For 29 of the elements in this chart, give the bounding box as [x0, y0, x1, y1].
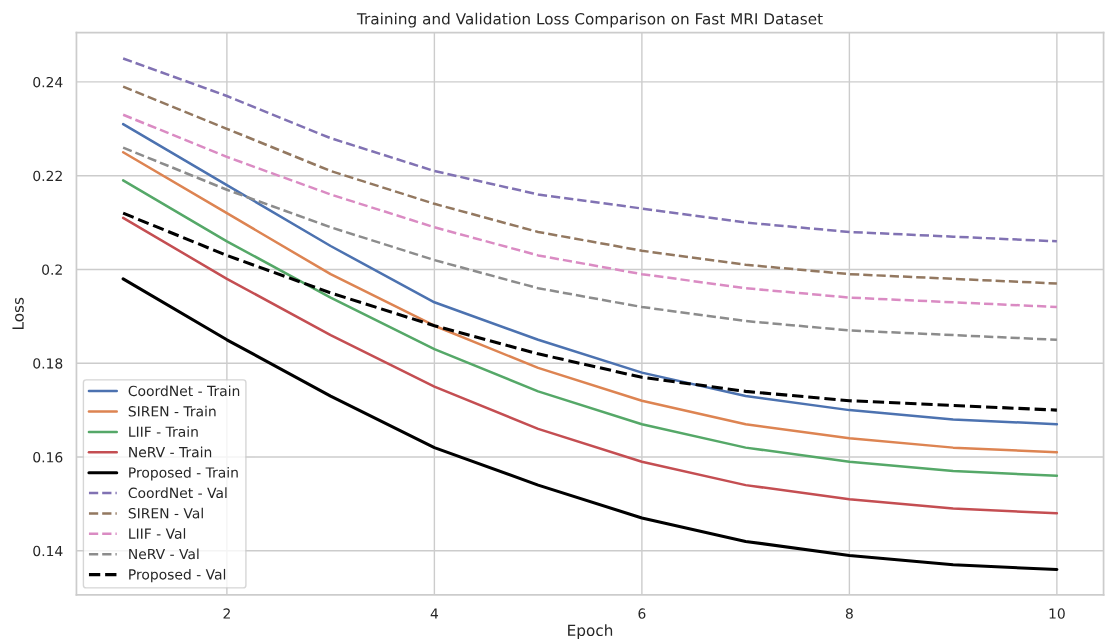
- legend-label: SIREN - Val: [128, 507, 203, 519]
- chart-title: Training and Validation Loss Comparison on Fast MRI Dataset: [356, 12, 823, 28]
- line-series: [121, 146, 1059, 342]
- x-tick-label: 6: [638, 608, 646, 619]
- line-series: [121, 122, 1059, 426]
- line-series: [121, 57, 1059, 243]
- y-tick-label: 0.24: [33, 76, 63, 88]
- x-tick-label: 10: [1049, 608, 1065, 619]
- legend-label: CoordNet - Val: [128, 487, 227, 499]
- y-tick-label: 0.16: [33, 451, 63, 463]
- y-tick-label: 0.2: [42, 264, 62, 275]
- legend-label: Proposed - Val: [129, 568, 226, 583]
- line-series: [121, 85, 1059, 285]
- x-axis-title: Epoch: [568, 624, 613, 640]
- y-tick-label: 0.22: [33, 170, 62, 182]
- x-tick-label: 4: [430, 608, 439, 619]
- legend-label: CoordNet - Train: [128, 385, 240, 397]
- legend-label: LIIF - Val: [129, 528, 186, 539]
- legend-label: Proposed - Train: [129, 466, 238, 481]
- legend-label: NeRV - Val: [129, 548, 199, 560]
- x-tick-label: 2: [223, 608, 230, 619]
- y-tick-label: 0.18: [33, 358, 63, 369]
- y-axis-title: Loss: [12, 297, 24, 330]
- legend-label: NeRV - Train: [129, 446, 212, 458]
- x-tick-label: 8: [845, 608, 853, 619]
- line-series: [121, 113, 1059, 309]
- y-tick-label: 0.14: [33, 545, 63, 557]
- legend-label: SIREN - Train: [128, 405, 216, 417]
- legend-label: LIIF - Train: [129, 426, 198, 437]
